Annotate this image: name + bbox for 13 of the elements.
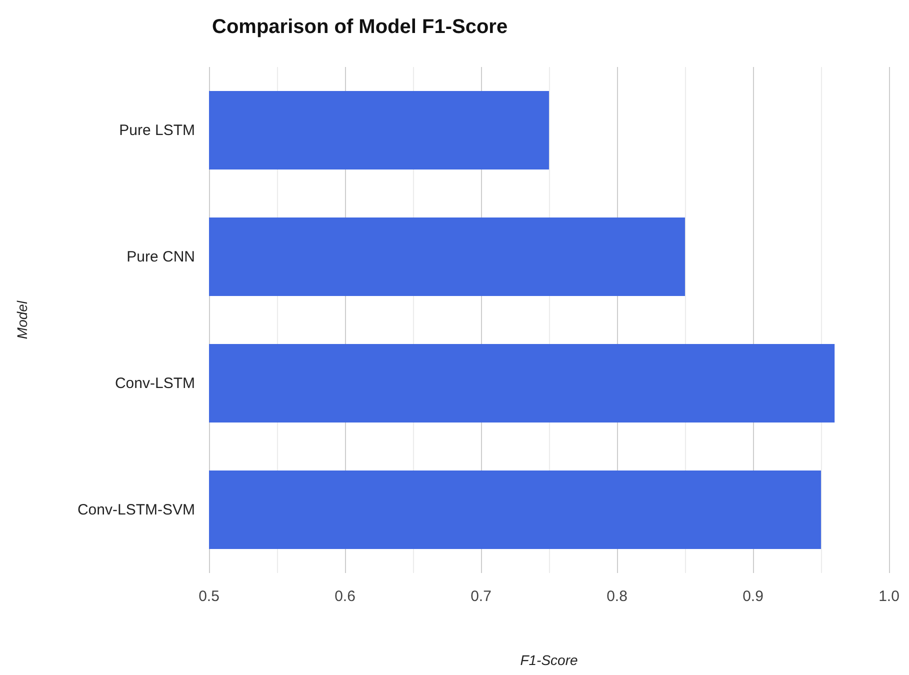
y-tick-label: Pure LSTM bbox=[119, 122, 195, 139]
x-tick-label: 0.9 bbox=[742, 588, 764, 605]
x-tick-label: 0.8 bbox=[606, 588, 628, 605]
chart-title: Comparison of Model F1-Score bbox=[212, 16, 508, 38]
y-tick-label: Pure CNN bbox=[126, 248, 195, 266]
x-axis-title: F1-Score bbox=[520, 652, 578, 668]
x-tick-label: 0.6 bbox=[334, 588, 356, 605]
y-tick-label: Conv-LSTM-SVM bbox=[77, 501, 195, 518]
y-tick-label: Conv-LSTM bbox=[114, 374, 195, 392]
x-tick-label: 1.0 bbox=[878, 588, 900, 605]
y-axis-title: Model bbox=[14, 300, 30, 340]
x-tick-label: 0.7 bbox=[470, 588, 492, 605]
x-tick-label: 0.5 bbox=[198, 588, 220, 605]
